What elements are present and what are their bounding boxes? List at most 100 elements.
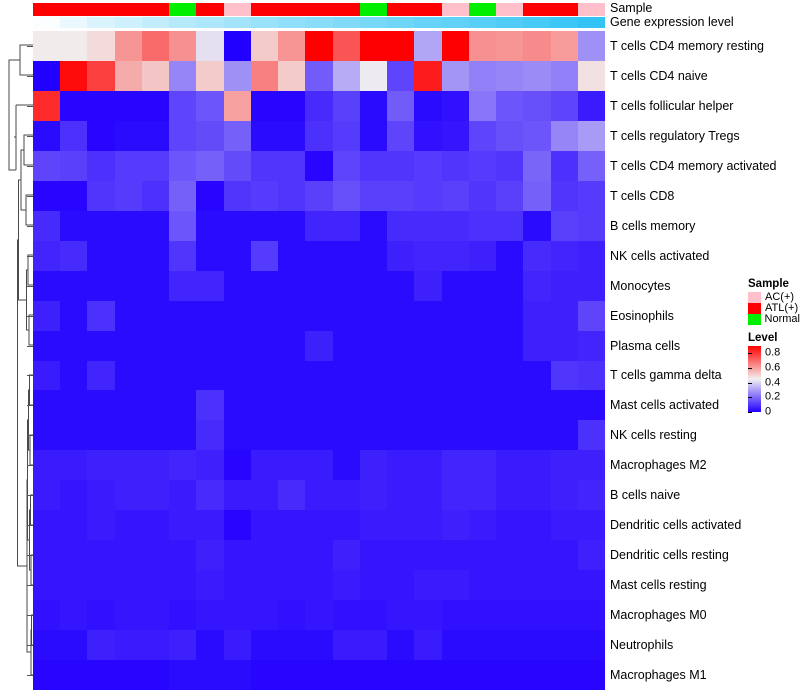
row-label: Dendritic cells resting: [610, 548, 729, 563]
heatmap-cell: [141, 270, 170, 301]
row-tick-mark: [27, 255, 33, 257]
heatmap-cell: [359, 210, 388, 241]
heatmap-cell: [577, 330, 605, 361]
heatmap-cell: [223, 480, 251, 511]
heatmap-cell: [359, 270, 388, 301]
heatmap-grid: [33, 31, 605, 690]
sample-annotation-cell: [332, 3, 360, 16]
heatmap-cell: [141, 330, 170, 361]
heatmap-cell: [114, 270, 142, 301]
heatmap-cell: [441, 660, 469, 690]
heatmap-cell: [441, 480, 469, 511]
heatmap-cell: [550, 120, 578, 151]
row-tick-mark: [27, 75, 33, 77]
sample-legend-item[interactable]: AC(+): [748, 292, 800, 303]
heatmap-cell: [196, 150, 224, 181]
heatmap-cell: [441, 60, 469, 91]
sample-legend-item[interactable]: Normal: [748, 314, 800, 325]
heatmap-cell: [33, 210, 61, 241]
row-tick-mark: [27, 315, 33, 317]
heatmap-cell: [278, 570, 306, 601]
heatmap-cell: [60, 31, 88, 61]
heatmap-cell: [305, 360, 333, 391]
heatmap-cell: [141, 630, 170, 661]
expression-annotation-cell: [87, 17, 115, 28]
heatmap-cell: [250, 90, 279, 121]
heatmap-cell: [577, 570, 605, 601]
heatmap-cell: [577, 120, 605, 151]
heatmap-cell: [468, 240, 497, 271]
heatmap-cell: [387, 60, 415, 91]
heatmap-cell: [332, 120, 360, 151]
row-tick-mark: [27, 375, 33, 377]
heatmap-cell: [223, 60, 251, 91]
heatmap-cell: [196, 240, 224, 271]
heatmap-cell: [577, 60, 605, 91]
heatmap-cell: [496, 90, 524, 121]
level-tick-label: 0.4: [765, 376, 781, 389]
heatmap-cell: [87, 600, 115, 631]
expression-annotation-cell: [33, 17, 61, 28]
heatmap-cell: [468, 660, 497, 690]
row-label: Mast cells resting: [610, 578, 707, 593]
heatmap-cell: [87, 150, 115, 181]
heatmap-cell: [414, 510, 442, 541]
heatmap-cell: [114, 210, 142, 241]
heatmap-cell: [278, 480, 306, 511]
heatmap-cell: [33, 300, 61, 331]
heatmap-cell: [60, 270, 88, 301]
heatmap-cell: [250, 600, 279, 631]
heatmap-cell: [468, 270, 497, 301]
sample-legend-label: AC(+): [765, 291, 795, 303]
heatmap-cell: [359, 510, 388, 541]
heatmap-cell: [250, 540, 279, 571]
heatmap-cell: [441, 450, 469, 481]
heatmap-cell: [250, 390, 279, 421]
heatmap-cell: [278, 300, 306, 331]
heatmap-cell: [223, 360, 251, 391]
expression-annotation-cell: [441, 17, 469, 28]
heatmap-cell: [169, 660, 197, 690]
sample-annotation-cell: [169, 3, 197, 16]
heatmap-cell: [114, 570, 142, 601]
heatmap-cell: [169, 540, 197, 571]
heatmap-cell: [87, 660, 115, 690]
heatmap-cell: [359, 390, 388, 421]
heatmap-cell: [250, 330, 279, 361]
heatmap-cell: [141, 90, 170, 121]
sample-legend-label: ATL(+): [765, 302, 799, 314]
heatmap-cell: [523, 300, 551, 331]
heatmap-cell: [359, 300, 388, 331]
heatmap-cell: [496, 360, 524, 391]
level-legend: Level 0.8 0.6 0.4 0.2 0: [748, 332, 800, 417]
heatmap-cell: [250, 270, 279, 301]
heatmap-cell: [141, 150, 170, 181]
heatmap-cell: [114, 540, 142, 571]
heatmap-cell: [332, 90, 360, 121]
sample-annotation-cell: [359, 3, 388, 16]
heatmap-cell: [441, 180, 469, 211]
heatmap-cell: [87, 180, 115, 211]
heatmap-cell: [332, 570, 360, 601]
heatmap-cell: [441, 120, 469, 151]
sample-legend-item[interactable]: ATL(+): [748, 303, 800, 314]
heatmap-cell: [332, 600, 360, 631]
heatmap-cell: [250, 630, 279, 661]
heatmap-cell: [468, 90, 497, 121]
heatmap-cell: [332, 150, 360, 181]
row-label: T cells CD8: [610, 188, 675, 203]
heatmap-cell: [577, 270, 605, 301]
heatmap-cell: [250, 480, 279, 511]
heatmap-cell: [359, 630, 388, 661]
heatmap-cell: [223, 180, 251, 211]
heatmap-cell: [223, 31, 251, 61]
heatmap-cell: [468, 210, 497, 241]
row-label: Eosinophils: [610, 308, 674, 323]
heatmap-cell: [468, 630, 497, 661]
heatmap-cell: [196, 330, 224, 361]
heatmap-cell: [332, 180, 360, 211]
heatmap-cell: [332, 540, 360, 571]
heatmap-cell: [359, 120, 388, 151]
heatmap-cell: [196, 31, 224, 61]
heatmap-cell: [550, 270, 578, 301]
